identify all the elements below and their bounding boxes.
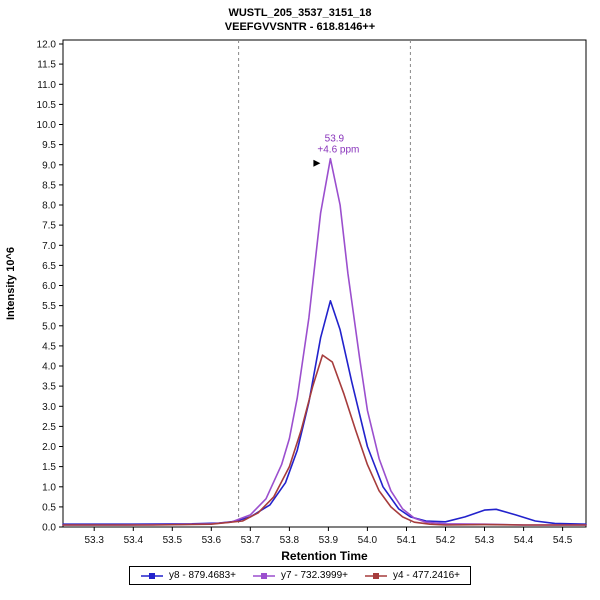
- svg-text:53.9: 53.9: [319, 535, 339, 546]
- svg-text:4.0: 4.0: [42, 362, 56, 373]
- legend-row: y8 - 879.4683+ y7 - 732.3999+ y4 - 477.2…: [0, 566, 600, 585]
- chromatogram-plot: 0.0 0.5 1.0 1.5 2.0 2.5 3.0 3.5 4.0 4.5 5.0 5.5 6.0 6…: [5, 39, 587, 562]
- svg-text:54.3: 54.3: [475, 535, 495, 546]
- svg-text:1.5: 1.5: [42, 462, 56, 473]
- svg-text:53.5: 53.5: [163, 535, 183, 546]
- svg-text:Intensity 10^6: Intensity 10^6: [5, 247, 17, 320]
- svg-text:53.7: 53.7: [241, 535, 261, 546]
- y7-line-marker-icon: [252, 571, 276, 581]
- svg-text:53.6: 53.6: [202, 535, 222, 546]
- svg-text:54.4: 54.4: [514, 535, 534, 546]
- legend-item-y7: y7 - 732.3999+: [252, 570, 348, 581]
- svg-text:5.5: 5.5: [42, 301, 56, 312]
- svg-text:53.8: 53.8: [280, 535, 300, 546]
- svg-text:4.5: 4.5: [42, 341, 56, 352]
- svg-text:8.0: 8.0: [42, 201, 56, 212]
- svg-text:53.4: 53.4: [124, 535, 144, 546]
- chart-title-sample: WUSTL_205_3537_3151_18: [228, 7, 372, 19]
- svg-text:5.0: 5.0: [42, 321, 56, 332]
- svg-text:54.5: 54.5: [553, 535, 573, 546]
- legend-box: y8 - 879.4683+ y7 - 732.3999+ y4 - 477.2…: [129, 566, 471, 585]
- svg-text:54.0: 54.0: [358, 535, 378, 546]
- svg-text:53.9: 53.9: [325, 134, 345, 145]
- legend-item-y8: y8 - 879.4683+: [140, 570, 236, 581]
- svg-text:54.1: 54.1: [397, 535, 417, 546]
- svg-text:3.0: 3.0: [42, 402, 56, 413]
- svg-text:9.0: 9.0: [42, 160, 56, 171]
- svg-text:7.0: 7.0: [42, 241, 56, 252]
- svg-text:9.5: 9.5: [42, 140, 56, 151]
- svg-text:0.5: 0.5: [42, 502, 56, 513]
- svg-text:7.5: 7.5: [42, 221, 56, 232]
- svg-text:10.0: 10.0: [37, 120, 57, 131]
- svg-text:11.0: 11.0: [37, 80, 56, 91]
- svg-text:8.5: 8.5: [42, 180, 56, 191]
- svg-text:53.3: 53.3: [84, 535, 104, 546]
- svg-text:0.0: 0.0: [42, 523, 56, 534]
- y8-line-marker-icon: [140, 571, 164, 581]
- legend-label-y8: y8 - 879.4683+: [169, 570, 236, 581]
- svg-text:Retention Time: Retention Time: [281, 549, 368, 562]
- svg-text:2.5: 2.5: [42, 422, 56, 433]
- svg-text:1.0: 1.0: [42, 482, 56, 493]
- svg-text:+4.6 ppm: +4.6 ppm: [317, 145, 359, 156]
- svg-text:6.0: 6.0: [42, 281, 56, 292]
- svg-text:10.5: 10.5: [37, 100, 57, 111]
- svg-text:6.5: 6.5: [42, 261, 56, 272]
- svg-text:11.5: 11.5: [37, 60, 56, 71]
- legend-label-y4: y4 - 477.2416+: [393, 570, 460, 581]
- svg-text:54.2: 54.2: [436, 535, 456, 546]
- svg-text:12.0: 12.0: [37, 40, 57, 51]
- y4-line-marker-icon: [364, 571, 388, 581]
- legend-item-y4: y4 - 477.2416+: [364, 570, 460, 581]
- chart-title-peptide: VEEFGVVSNTR - 618.8146++: [224, 21, 376, 33]
- svg-text:2.0: 2.0: [42, 442, 56, 453]
- svg-text:3.5: 3.5: [42, 382, 56, 393]
- chart-titles: WUSTL_205_3537_3151_18 VEEFGVVSNTR - 618…: [0, 0, 600, 34]
- legend-label-y7: y7 - 732.3999+: [281, 570, 348, 581]
